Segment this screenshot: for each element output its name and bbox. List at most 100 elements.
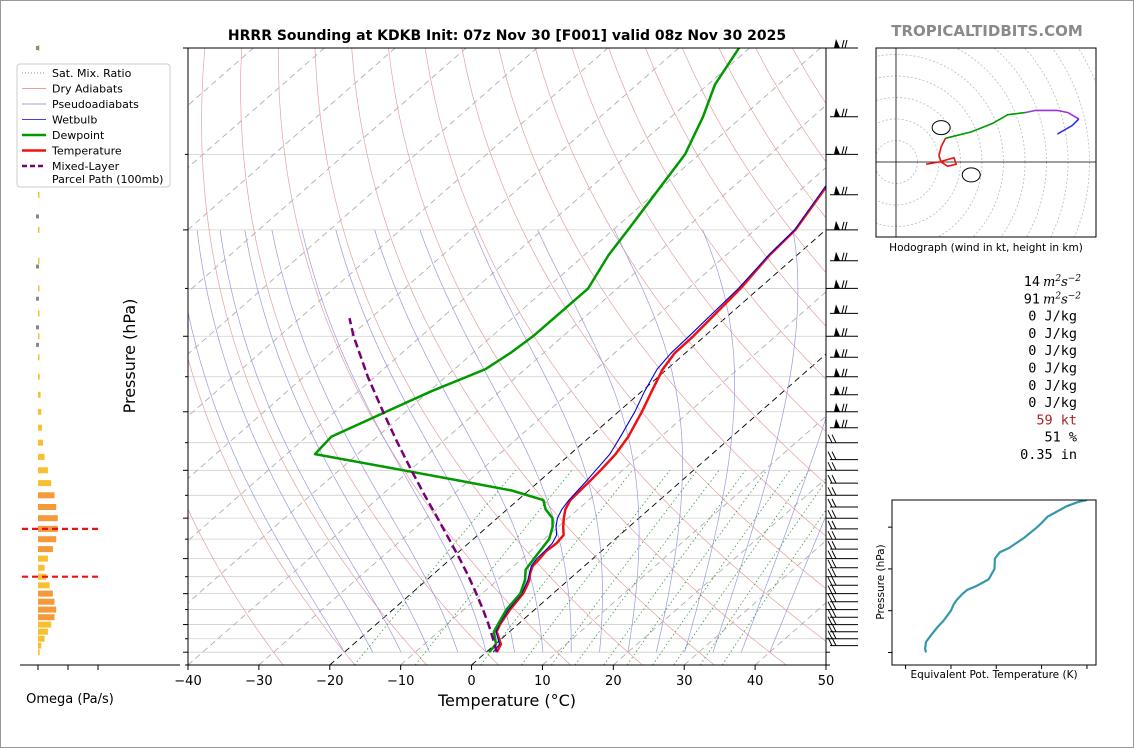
dry-adiabat <box>498 48 826 537</box>
barb-feather <box>841 221 845 231</box>
dry-adiabat <box>351 48 715 665</box>
wind-barb <box>830 107 858 118</box>
legend-label-6: Mixed-Layer Parcel Path (100mb) <box>52 160 163 186</box>
stat-value: 0 J/kg <box>1028 343 1077 359</box>
unit-exp2: −2 <box>1068 291 1082 301</box>
barb-feather <box>827 559 833 569</box>
mixing-ratio-line <box>699 480 826 665</box>
barb-feather <box>841 386 845 395</box>
omega-bar <box>38 582 50 589</box>
barb-feather <box>831 498 837 508</box>
unit-exp2: −2 <box>1068 274 1082 284</box>
x-tick-label: 0 <box>467 674 475 689</box>
omega-bar <box>38 257 40 264</box>
barb-pennant <box>834 251 840 261</box>
pseudo-adiabat <box>219 229 402 653</box>
legend-label-3: Wetbulb <box>52 114 97 127</box>
barb-feather <box>844 349 848 358</box>
mixing-ratio-line <box>652 470 791 665</box>
barb-feather <box>831 630 837 639</box>
wind-barb <box>830 39 858 49</box>
barb-feather <box>844 108 848 117</box>
legend-label-line: Dewpoint <box>52 129 105 142</box>
barb-feather <box>831 474 837 484</box>
barb-feather <box>827 568 833 577</box>
hodograph-caption: Hodograph (wind in kt, height in km) <box>889 242 1083 254</box>
hodograph-frame <box>875 47 1097 238</box>
barb-feather <box>831 550 837 559</box>
pseudo-adiabat <box>473 229 603 653</box>
barb-feather <box>831 601 837 610</box>
barb-feather <box>827 509 833 519</box>
stat-value: 0 J/kg <box>1028 361 1077 377</box>
omega-minor-bar <box>36 342 39 347</box>
unit-m: m <box>1043 275 1055 290</box>
stat-value: 51 % <box>1044 430 1077 446</box>
legend-label-1: Dry Adiabats <box>52 83 123 96</box>
barb-feather <box>827 637 833 646</box>
pseudo-adiabat <box>712 229 799 653</box>
barb-feather <box>841 186 845 195</box>
wind-barb <box>827 630 858 640</box>
barb-feather <box>844 186 848 195</box>
omega-bar <box>38 598 55 605</box>
isotherm-line <box>613 477 826 665</box>
barb-feather <box>844 403 848 412</box>
legend-label-line: Wetbulb <box>52 114 97 127</box>
omega-bar <box>38 504 57 510</box>
legend-label-line: Parcel Path (100mb) <box>52 173 163 186</box>
legend-label-line: Pseudoadiabats <box>52 98 139 111</box>
mixing-ratio-line <box>480 470 633 665</box>
wind-barb <box>827 434 858 444</box>
wind-barb <box>827 498 858 508</box>
barb-pennant <box>834 185 840 195</box>
barb-pennant <box>834 279 840 289</box>
hodograph-trace <box>945 111 1026 140</box>
legend-label-2: Pseudoadiabats <box>52 98 139 111</box>
omega-bar <box>38 492 55 499</box>
barb-feather <box>827 550 833 559</box>
x-tick-label: 10 <box>534 674 551 689</box>
wind-barb <box>830 418 858 429</box>
pseudo-adiabat <box>188 310 345 653</box>
dry-adiabat <box>1086 48 1134 665</box>
omega-minor-bar <box>36 296 39 301</box>
unit-m: m <box>1043 292 1055 307</box>
dry-adiabat <box>461 48 826 590</box>
mixing-ratio-line <box>721 509 826 665</box>
isotherm-line <box>400 291 826 665</box>
barb-feather <box>831 637 837 646</box>
wind-barb <box>827 487 858 496</box>
stat-value: 59 kt <box>1036 412 1077 428</box>
pseudo-adiabat <box>684 229 736 653</box>
isotherm-line <box>258 166 826 665</box>
isotherm-line <box>188 48 821 604</box>
hodograph-trace <box>1056 118 1080 135</box>
stat-value: 91 <box>1024 291 1040 307</box>
barb-pennant <box>834 418 840 428</box>
barb-feather <box>831 616 837 625</box>
dry-adiabat <box>388 48 787 665</box>
theta-e-line <box>923 500 1088 653</box>
barb-feather <box>841 328 845 337</box>
wind-barb <box>830 385 858 396</box>
omega-bar <box>38 439 43 446</box>
theta-e-panel <box>888 500 1088 669</box>
dry-adiabat <box>866 48 1134 665</box>
dry-adiabat <box>314 48 643 665</box>
x-tick-label: 40 <box>747 674 764 689</box>
dry-adiabat <box>645 48 826 327</box>
pseudo-adiabat <box>244 229 430 653</box>
legend: Sat. Mix. Ratio Dry Adiabats Pseudoadiabat… <box>16 63 171 188</box>
pseudo-adiabat <box>537 229 640 653</box>
wind-barb <box>827 559 858 569</box>
barb-feather <box>827 520 833 530</box>
barb-feather <box>831 568 837 577</box>
x-tick-label: 30 <box>676 674 693 689</box>
omega-bar <box>38 480 52 487</box>
barb-feather <box>831 593 837 602</box>
wind-barb <box>830 279 858 289</box>
stat-value: 0 J/kg <box>1028 326 1077 342</box>
series-temperature <box>495 184 826 653</box>
barb-feather <box>831 540 837 550</box>
